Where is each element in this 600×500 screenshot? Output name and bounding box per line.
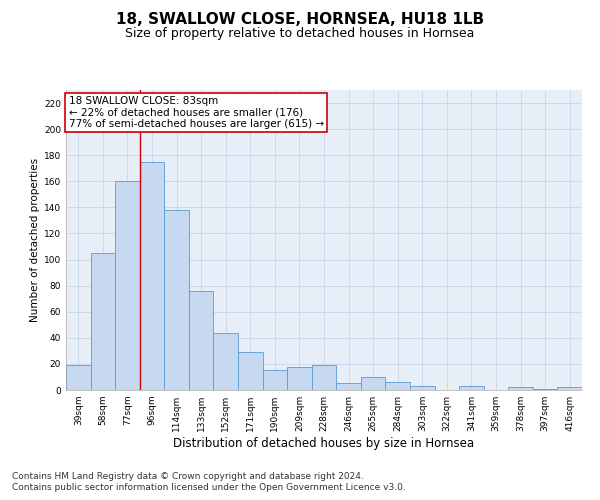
- Bar: [115, 182, 140, 390]
- Bar: [66, 365, 91, 390]
- Y-axis label: Number of detached properties: Number of detached properties: [30, 158, 40, 322]
- Bar: [336, 384, 361, 390]
- Text: Contains public sector information licensed under the Open Government Licence v3: Contains public sector information licen…: [12, 484, 406, 492]
- Bar: [189, 291, 214, 390]
- Text: 18, SWALLOW CLOSE, HORNSEA, HU18 1LB: 18, SWALLOW CLOSE, HORNSEA, HU18 1LB: [116, 12, 484, 28]
- X-axis label: Distribution of detached houses by size in Hornsea: Distribution of detached houses by size …: [173, 437, 475, 450]
- Text: 18 SWALLOW CLOSE: 83sqm
← 22% of detached houses are smaller (176)
77% of semi-d: 18 SWALLOW CLOSE: 83sqm ← 22% of detache…: [68, 96, 324, 129]
- Bar: [361, 377, 385, 390]
- Bar: [164, 210, 189, 390]
- Bar: [312, 365, 336, 390]
- Bar: [238, 352, 263, 390]
- Bar: [287, 366, 312, 390]
- Bar: [91, 253, 115, 390]
- Bar: [533, 388, 557, 390]
- Text: Contains HM Land Registry data © Crown copyright and database right 2024.: Contains HM Land Registry data © Crown c…: [12, 472, 364, 481]
- Bar: [140, 162, 164, 390]
- Bar: [214, 332, 238, 390]
- Text: Size of property relative to detached houses in Hornsea: Size of property relative to detached ho…: [125, 28, 475, 40]
- Bar: [459, 386, 484, 390]
- Bar: [385, 382, 410, 390]
- Bar: [410, 386, 434, 390]
- Bar: [263, 370, 287, 390]
- Bar: [557, 388, 582, 390]
- Bar: [508, 388, 533, 390]
